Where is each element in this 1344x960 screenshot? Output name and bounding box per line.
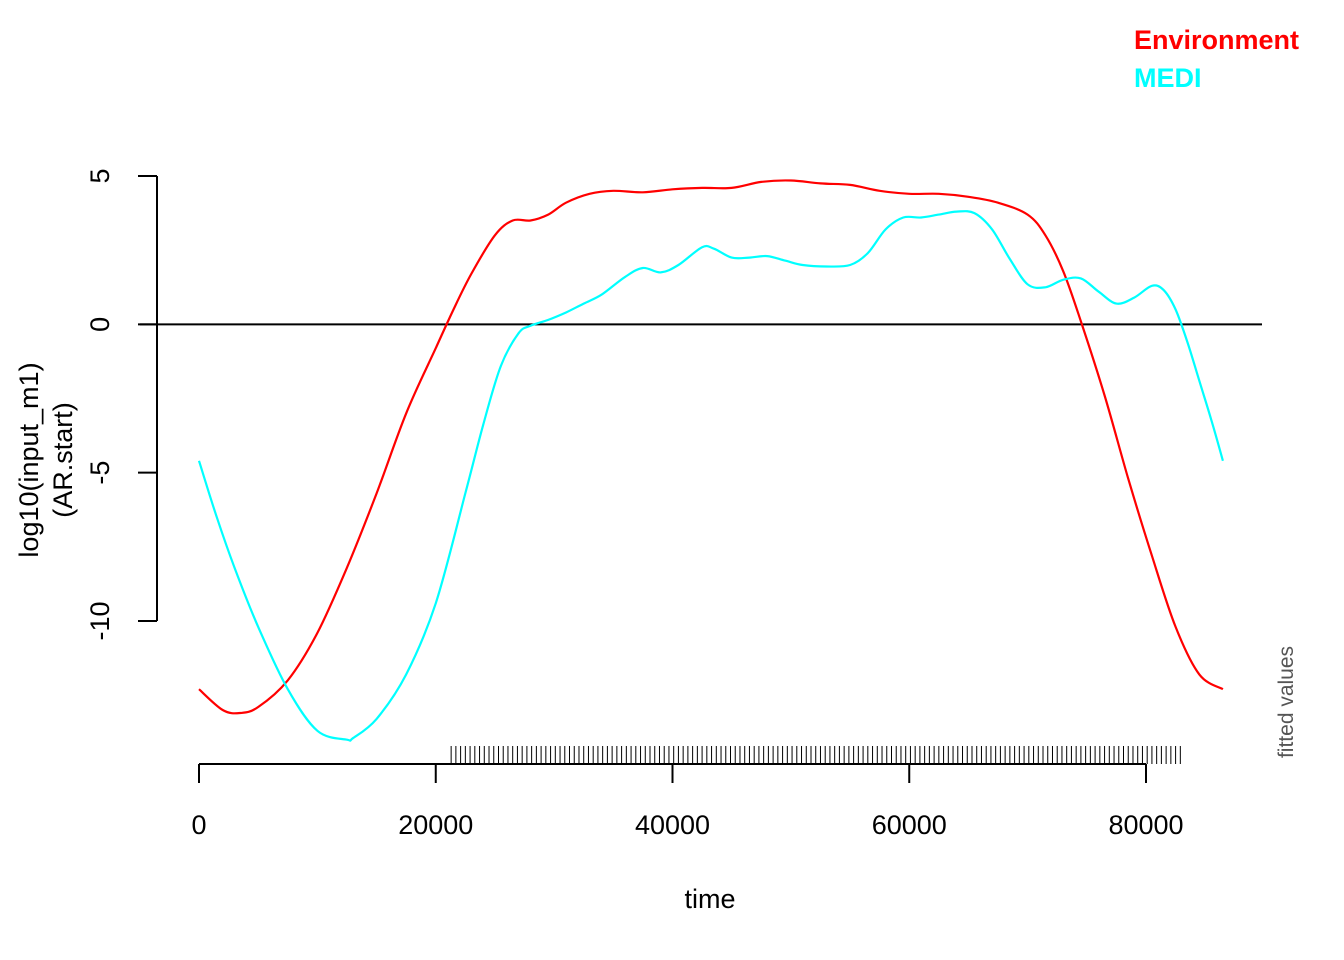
y-axis-title-line-2: (AR.start) xyxy=(48,402,78,518)
x-tick-label: 20000 xyxy=(398,810,473,840)
y-tick-label: -5 xyxy=(85,461,115,485)
x-tick-label: 0 xyxy=(191,810,206,840)
y-tick-label: 0 xyxy=(85,317,115,332)
rug-ticks xyxy=(450,746,1181,764)
x-tick-label: 80000 xyxy=(1108,810,1183,840)
legend-medi: MEDI xyxy=(1134,63,1202,93)
series-lines xyxy=(197,179,1224,742)
legend-environment: Environment xyxy=(1134,25,1299,55)
y-tick-label: 5 xyxy=(85,168,115,183)
y-tick-label: -10 xyxy=(85,601,115,640)
y-axis-title-line-1: log10(input_m1) xyxy=(14,362,44,557)
x-axis-title: time xyxy=(684,884,735,914)
fitted-values-note: fitted values xyxy=(1275,646,1298,758)
x-tick-label: 40000 xyxy=(635,810,710,840)
x-axis: 0 20000 40000 60000 80000 xyxy=(191,763,1184,840)
series-line-medi xyxy=(197,210,1224,742)
series-line-environment xyxy=(198,179,1224,715)
y-axis: 5 0 -5 -10 xyxy=(85,168,158,641)
x-tick-label: 60000 xyxy=(872,810,947,840)
